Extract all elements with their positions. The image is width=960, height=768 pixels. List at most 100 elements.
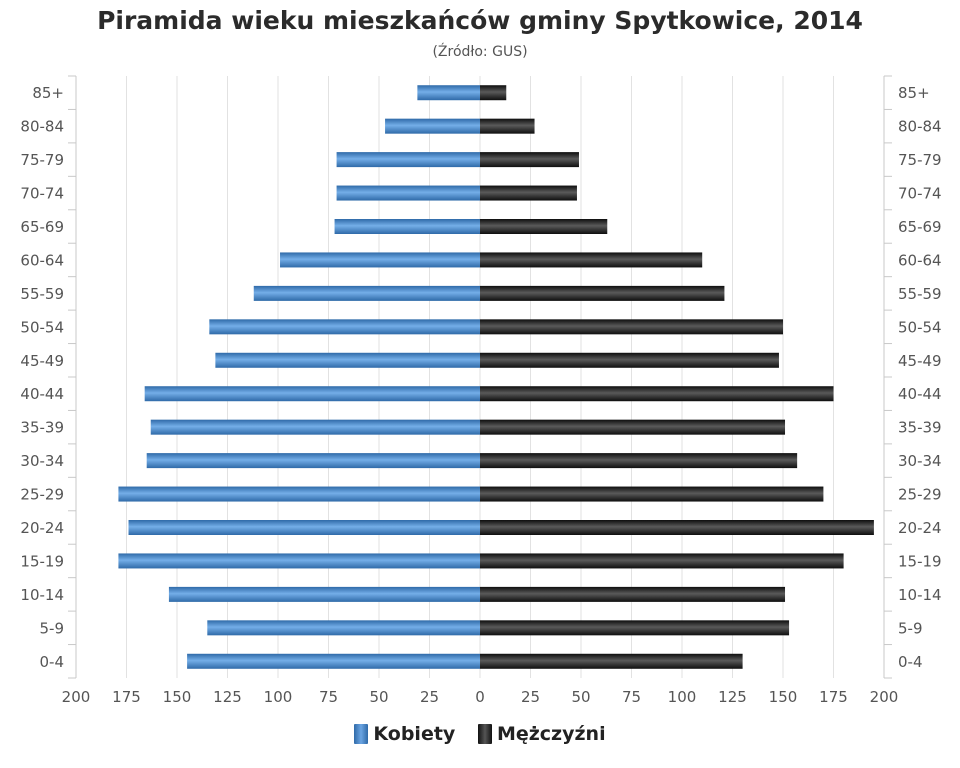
bar-kobiety[interactable] — [336, 185, 480, 201]
x-tick-label: 25 — [420, 688, 439, 706]
y-tick-label-left: 35-39 — [20, 419, 64, 437]
bars — [118, 85, 874, 669]
tick-labels: 200 175 150 125 100 75 50 25 0 25 50 75 100 125 150 175… — [20, 84, 941, 706]
bar-kobiety[interactable] — [128, 520, 480, 535]
bar-kobiety[interactable] — [146, 453, 480, 469]
legend-label-mezczyzni: Mężczyźni — [496, 722, 606, 745]
x-tick-label: 50 — [369, 688, 388, 706]
y-tick-label-right: 5-9 — [898, 619, 923, 637]
chart-subtitle: (Źródło: GUS) — [432, 44, 528, 60]
y-tick-label-left: 0-4 — [40, 653, 65, 671]
y-tick-label-right: 25-29 — [898, 486, 942, 504]
bar-kobiety[interactable] — [118, 486, 481, 502]
y-tick-label-left: 10-14 — [20, 586, 64, 604]
x-tick-label: 150 — [163, 688, 192, 706]
bar-mezczyzni[interactable] — [480, 419, 786, 435]
y-tick-label-left: 80-84 — [20, 118, 64, 136]
bar-mezczyzni[interactable] — [480, 118, 535, 134]
y-tick-label-right: 85+ — [898, 84, 930, 102]
bar-mezczyzni[interactable] — [480, 620, 790, 636]
legend-label-kobiety: Kobiety — [373, 722, 456, 745]
bar-mezczyzni[interactable] — [480, 219, 608, 234]
legend-swatch-mezczyzni — [477, 723, 492, 744]
y-tick-label-left: 65-69 — [20, 218, 64, 236]
bar-mezczyzni[interactable] — [480, 319, 783, 335]
bar-kobiety[interactable] — [253, 285, 480, 301]
x-tick-label: 200 — [62, 688, 91, 706]
bar-kobiety[interactable] — [150, 419, 481, 435]
y-tick-label-left: 30-34 — [20, 452, 64, 470]
y-tick-label-right: 55-59 — [898, 285, 942, 303]
bar-mezczyzni[interactable] — [480, 152, 579, 168]
y-tick-label-left: 20-24 — [20, 519, 64, 537]
bar-mezczyzni[interactable] — [480, 653, 743, 669]
bar-kobiety[interactable] — [336, 152, 480, 168]
y-tick-label-left: 85+ — [32, 84, 64, 102]
y-tick-label-right: 40-44 — [898, 385, 942, 403]
y-tick-label-left: 60-64 — [20, 251, 64, 269]
bar-mezczyzni[interactable] — [480, 285, 725, 301]
y-tick-label-right: 35-39 — [898, 419, 942, 437]
x-tick-label: 100 — [264, 688, 293, 706]
x-tick-label: 100 — [668, 688, 697, 706]
bar-kobiety[interactable] — [187, 653, 480, 669]
bar-kobiety[interactable] — [280, 252, 480, 268]
bar-mezczyzni[interactable] — [480, 85, 507, 101]
bar-kobiety[interactable] — [168, 586, 481, 602]
y-tick-label-right: 65-69 — [898, 218, 942, 236]
y-tick-label-right: 45-49 — [898, 352, 942, 370]
legend-swatch-kobiety — [354, 723, 369, 744]
bar-kobiety[interactable] — [144, 386, 480, 402]
x-tick-label: 175 — [112, 688, 141, 706]
y-tick-label-right: 50-54 — [898, 318, 942, 336]
x-tick-label: 125 — [718, 688, 747, 706]
legend: Kobiety Mężczyźni — [0, 722, 960, 745]
x-tick-label: 175 — [819, 688, 848, 706]
x-tick-label: 150 — [769, 688, 798, 706]
bar-kobiety[interactable] — [209, 319, 480, 335]
chart-title: Piramida wieku mieszkańców gminy Spytkow… — [97, 6, 863, 35]
bar-mezczyzni[interactable] — [480, 520, 874, 535]
y-tick-label-left: 55-59 — [20, 285, 64, 303]
y-tick-label-left: 15-19 — [20, 552, 64, 570]
legend-item-mezczyzni[interactable]: Mężczyźni — [477, 722, 606, 745]
x-tick-label: 75 — [319, 688, 338, 706]
y-tick-label-right: 20-24 — [898, 519, 942, 537]
legend-item-kobiety[interactable]: Kobiety — [354, 723, 455, 745]
y-tick-label-right: 80-84 — [898, 118, 942, 136]
bar-kobiety[interactable] — [334, 219, 480, 234]
bar-mezczyzni[interactable] — [480, 453, 798, 469]
y-tick-label-left: 40-44 — [20, 385, 64, 403]
bar-kobiety[interactable] — [118, 553, 481, 569]
bar-kobiety[interactable] — [417, 85, 480, 101]
bar-mezczyzni[interactable] — [480, 553, 844, 569]
x-tick-label: 200 — [870, 688, 899, 706]
bar-mezczyzni[interactable] — [480, 185, 577, 201]
bar-mezczyzni[interactable] — [480, 586, 786, 602]
y-tick-label-right: 0-4 — [898, 653, 923, 671]
bar-mezczyzni[interactable] — [480, 486, 824, 502]
bar-kobiety[interactable] — [385, 118, 480, 134]
y-tick-label-right: 75-79 — [898, 151, 942, 169]
y-tick-label-left: 25-29 — [20, 486, 64, 504]
y-tick-label-right: 60-64 — [898, 251, 942, 269]
x-tick-label: 75 — [622, 688, 641, 706]
y-tick-label-right: 30-34 — [898, 452, 942, 470]
x-tick-label: 50 — [571, 688, 590, 706]
pyramid-chart: 200 175 150 125 100 75 50 25 0 25 50 75 100 125 150 175… — [20, 75, 942, 706]
axes — [68, 75, 892, 679]
bar-kobiety[interactable] — [207, 620, 481, 636]
y-tick-label-right: 70-74 — [898, 185, 942, 203]
x-tick-label: 0 — [475, 688, 485, 706]
bar-kobiety[interactable] — [215, 352, 480, 368]
y-tick-label-left: 70-74 — [20, 185, 64, 203]
bar-mezczyzni[interactable] — [480, 252, 703, 268]
x-tick-label: 125 — [213, 688, 242, 706]
bar-mezczyzni[interactable] — [480, 352, 779, 368]
y-tick-label-right: 10-14 — [898, 586, 942, 604]
y-tick-label-right: 15-19 — [898, 552, 942, 570]
bar-mezczyzni[interactable] — [480, 386, 834, 402]
y-tick-label-left: 50-54 — [20, 318, 64, 336]
y-tick-label-left: 75-79 — [20, 151, 64, 169]
x-tick-label: 25 — [521, 688, 540, 706]
